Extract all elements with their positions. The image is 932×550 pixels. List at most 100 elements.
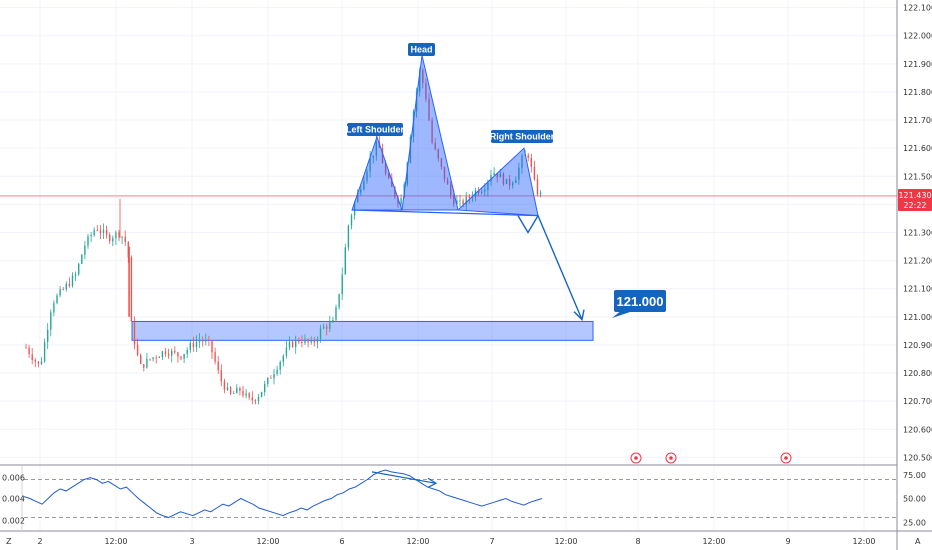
candle-body — [388, 173, 390, 179]
candle-body — [121, 236, 123, 238]
price-tick-label: 120.700 — [903, 397, 932, 406]
osc-right-tick-label: 75.00 — [903, 471, 926, 480]
candle-body — [28, 347, 30, 355]
candle-body — [233, 393, 235, 395]
candle-body — [360, 189, 362, 193]
candle-body — [375, 141, 377, 156]
candle-body — [394, 186, 396, 197]
candle-body — [357, 192, 359, 203]
price-tick-label: 122.000 — [903, 32, 932, 41]
candle-body — [335, 307, 337, 320]
candle-body — [533, 167, 536, 180]
bar-countdown: 22:22 — [903, 201, 926, 210]
candle-body — [87, 236, 89, 246]
candle-body — [400, 197, 402, 205]
candle-body — [446, 179, 449, 185]
candle-body — [502, 173, 505, 184]
candle-body — [31, 354, 33, 361]
candle-body — [505, 178, 508, 184]
candle-body — [251, 397, 253, 401]
candle-body — [133, 321, 136, 345]
candle-body — [62, 289, 64, 290]
candle-body — [220, 370, 222, 382]
candle-body — [295, 339, 297, 347]
time-tick-label: 12:00 — [852, 537, 875, 546]
candle-body — [226, 387, 229, 390]
candle-body — [397, 196, 399, 205]
candle-body — [270, 377, 272, 379]
candle-body — [211, 340, 213, 353]
candle-body — [264, 384, 266, 392]
candle-body — [468, 196, 470, 199]
candle-body — [102, 229, 105, 233]
candle-body — [422, 69, 424, 83]
candle-body — [140, 354, 142, 365]
candle-body — [409, 136, 412, 163]
candle-body — [443, 166, 446, 180]
candle-body — [180, 356, 182, 359]
head-label-box — [408, 43, 435, 56]
candle-body — [115, 232, 117, 239]
candle-body — [136, 344, 139, 355]
candle-body — [34, 360, 36, 362]
candle-body — [434, 142, 436, 150]
candle-body — [167, 354, 170, 356]
time-tick-label: 12:00 — [104, 537, 127, 546]
event-marker-dot — [784, 456, 788, 460]
candle-body — [459, 200, 461, 202]
candle-body — [143, 364, 145, 368]
price-tick-label: 121.600 — [903, 144, 932, 153]
right-shoulder-triangle[interactable] — [456, 147, 539, 217]
candle-body — [47, 329, 49, 343]
candle-body — [344, 247, 346, 275]
time-tick-label: 12:00 — [406, 537, 429, 546]
candle-body — [208, 340, 210, 341]
forecast-path[interactable] — [517, 214, 583, 320]
price-tick-label: 120.800 — [903, 369, 932, 378]
candle-body — [508, 178, 511, 186]
candle-body — [152, 357, 154, 360]
candle-body — [313, 340, 315, 343]
left-shoulder-label-box — [347, 123, 403, 136]
candle-body — [78, 263, 80, 275]
price-tick-label: 121.100 — [903, 285, 932, 294]
candle-body — [384, 163, 387, 174]
candle-body — [437, 149, 439, 159]
candle-body — [248, 393, 250, 398]
head-triangle[interactable] — [401, 55, 459, 211]
left-shoulder-triangle[interactable] — [351, 135, 403, 211]
forecast-arrowhead — [573, 309, 585, 322]
price-tick-label: 121.300 — [903, 229, 932, 238]
candle-body — [350, 215, 353, 226]
candle-body — [366, 171, 368, 181]
support-zone[interactable] — [131, 320, 594, 341]
neckline[interactable] — [351, 209, 539, 217]
candle-body — [202, 339, 204, 342]
candle-body — [90, 234, 92, 237]
candle-body — [50, 312, 52, 330]
price-tick-label: 120.600 — [903, 425, 932, 434]
candle-body — [74, 274, 77, 276]
divergence-line[interactable] — [371, 471, 437, 484]
candle-body — [217, 361, 219, 371]
candle-body — [214, 352, 216, 362]
candle-body — [99, 230, 102, 233]
candle-body — [53, 303, 55, 313]
candle-body — [130, 257, 133, 322]
candle-body — [419, 69, 421, 92]
candle-body — [96, 230, 98, 232]
time-tick-label: 12:00 — [554, 537, 577, 546]
candle-body — [369, 157, 371, 172]
divergence-arrowhead — [427, 477, 438, 488]
candle-body — [71, 275, 74, 286]
candle-body — [81, 254, 83, 264]
candle-body — [25, 347, 27, 349]
candle-body — [521, 155, 523, 168]
candle-body — [267, 377, 269, 385]
osc-left-tick-label: 0.006 — [2, 474, 25, 483]
candle-body — [149, 358, 151, 360]
candle-body — [37, 361, 40, 364]
